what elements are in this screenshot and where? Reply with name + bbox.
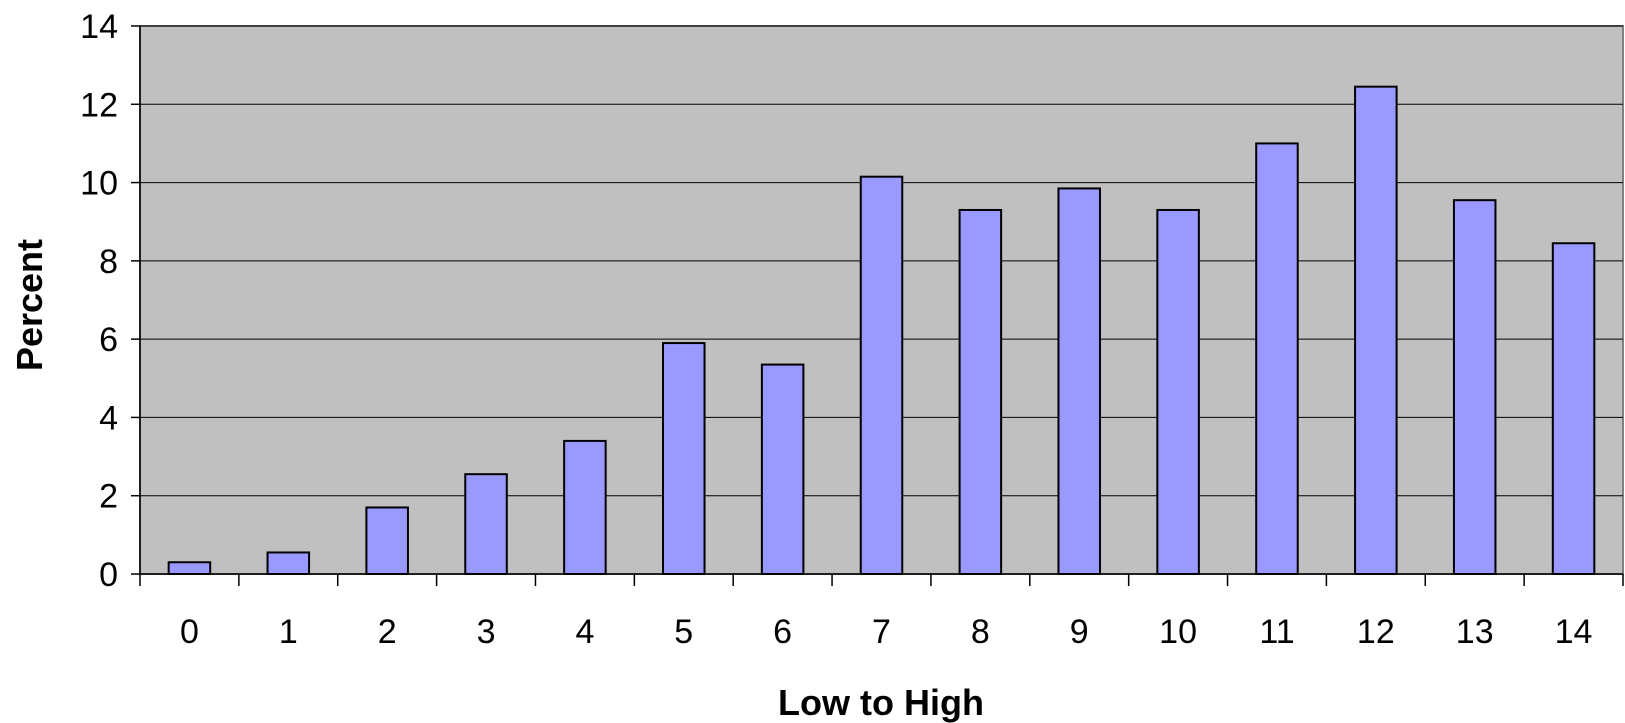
x-tick-label: 1 — [279, 613, 298, 651]
x-axis-title: Low to High — [778, 682, 984, 723]
bar-1 — [266, 551, 311, 576]
y-tick-label: 2 — [99, 478, 118, 516]
bars — [167, 85, 1596, 576]
bar-6 — [760, 363, 805, 576]
bar-12 — [1354, 85, 1398, 576]
bar-10 — [1156, 208, 1200, 575]
bar-2 — [365, 506, 409, 576]
y-tick-label: 4 — [99, 399, 118, 437]
bar-14 — [1551, 242, 1596, 575]
x-tick-label: 0 — [180, 613, 199, 651]
bar-3 — [464, 473, 508, 575]
bar-5 — [662, 342, 706, 575]
x-tick-label: 6 — [773, 613, 792, 651]
x-tick-label: 7 — [872, 613, 891, 651]
axes — [131, 25, 1624, 586]
x-tick-label: 11 — [1259, 613, 1294, 651]
bar-9 — [1057, 187, 1101, 575]
y-tick-labels: 0 2 4 6 8 10 12 14 — [80, 8, 118, 594]
x-tick-labels: 0 1 2 3 4 5 6 7 8 9 10 11 12 13 14 — [180, 613, 1593, 651]
y-tick-label: 10 — [80, 165, 118, 203]
bar-7 — [859, 175, 904, 575]
y-tick-label: 8 — [99, 243, 118, 281]
x-tick-label: 12 — [1357, 613, 1395, 651]
x-tick-label: 14 — [1555, 613, 1593, 651]
x-tick-label: 13 — [1456, 613, 1494, 651]
x-tick-label: 2 — [378, 613, 397, 651]
x-tick-label: 3 — [477, 613, 496, 651]
y-tick-label: 6 — [99, 321, 118, 359]
y-tick-label: 0 — [99, 556, 118, 594]
bar-0 — [167, 561, 212, 575]
x-tick-label: 4 — [575, 613, 594, 651]
bar-8 — [958, 208, 1003, 575]
y-axis-title: Percent — [9, 239, 50, 371]
bar-13 — [1452, 199, 1497, 576]
bar-4 — [563, 439, 607, 575]
x-tick-label: 9 — [1070, 613, 1089, 651]
x-tick-label: 10 — [1159, 613, 1197, 651]
bar-11 — [1255, 142, 1299, 576]
x-tick-label: 5 — [674, 613, 693, 651]
y-tick-label: 12 — [80, 86, 118, 124]
y-tick-label: 14 — [80, 8, 118, 46]
x-tick-label: 8 — [971, 613, 990, 651]
